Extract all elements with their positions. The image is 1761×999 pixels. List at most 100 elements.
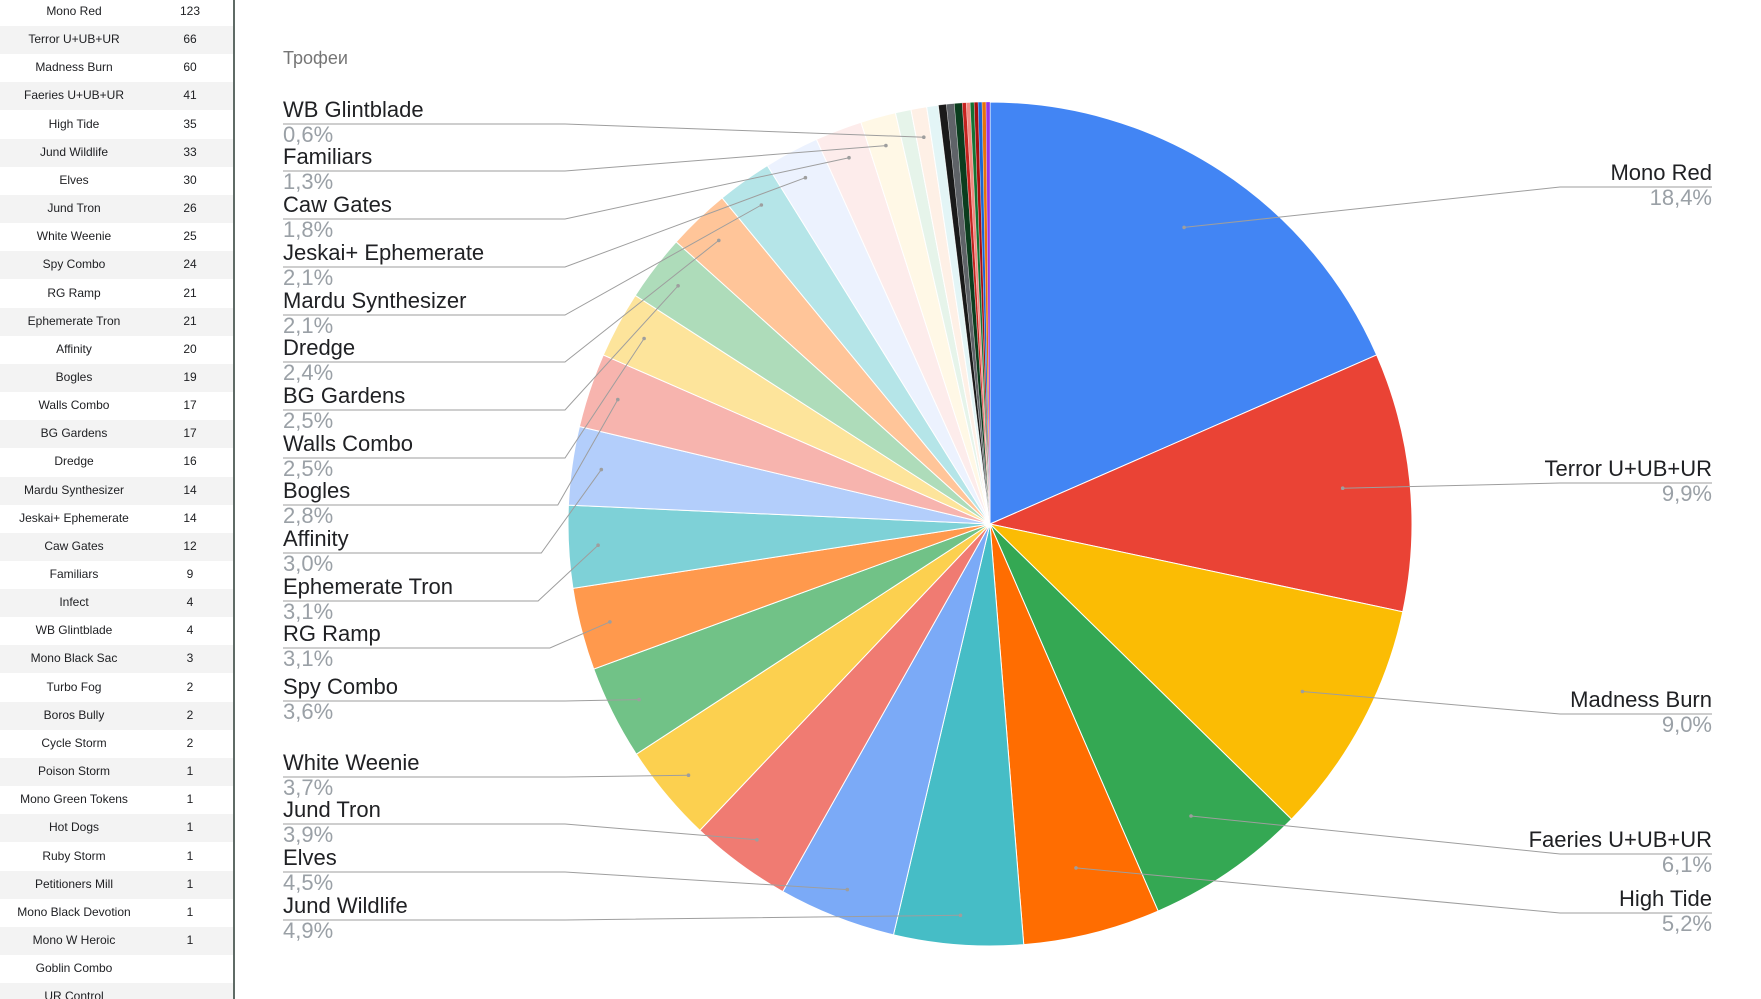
deck-name-cell[interactable]: Mono W Heroic	[32, 932, 116, 947]
table-row[interactable]: Mono W Heroic 1	[0, 926, 233, 955]
trophy-count-cell[interactable]: 4	[186, 595, 194, 610]
table-row[interactable]: BG Gardens 17	[0, 420, 233, 449]
trophy-count-cell[interactable]: 1	[186, 792, 194, 807]
table-row[interactable]: White Weenie 25	[0, 223, 233, 251]
deck-name-cell[interactable]: High Tide	[48, 116, 100, 131]
trophy-count-cell[interactable]: 66	[183, 32, 197, 47]
trophy-count-cell[interactable]: 21	[183, 285, 197, 300]
table-row[interactable]: Jeskai+ Ephemerate 14	[0, 505, 233, 533]
deck-name-cell[interactable]: Terror U+UB+UR	[28, 32, 120, 47]
table-row[interactable]: Elves 30	[0, 167, 233, 195]
table-row[interactable]: Ephemerate Tron 21	[0, 307, 233, 336]
deck-name-cell[interactable]: Turbo Fog	[46, 679, 102, 694]
table-row[interactable]: Mono Black Devotion 1	[0, 899, 233, 927]
pie-slice-mono-w-heroic[interactable]	[985, 101, 991, 525]
table-row[interactable]: Mardu Synthesizer 14	[0, 476, 233, 505]
deck-name-cell[interactable]: Dredge	[54, 454, 94, 469]
table-row[interactable]: Cycle Storm 2	[0, 730, 233, 758]
table-row[interactable]: Mono Green Tokens 1	[0, 786, 233, 814]
trophy-count-cell[interactable]: 1	[186, 820, 194, 835]
trophy-count-cell[interactable]: 2	[186, 707, 194, 722]
deck-name-cell[interactable]: Bogles	[55, 369, 93, 384]
trophy-count-cell[interactable]: 12	[183, 538, 197, 553]
trophy-count-cell[interactable]: 26	[183, 201, 197, 216]
deck-name-cell[interactable]: RG Ramp	[47, 285, 101, 300]
table-row[interactable]: Petitioners Mill 1	[0, 870, 233, 899]
table-row[interactable]: Affinity 20	[0, 336, 233, 364]
table-row[interactable]: Poison Storm 1	[0, 758, 233, 787]
deck-name-cell[interactable]: White Weenie	[36, 229, 112, 244]
trophy-count-cell[interactable]: 1	[186, 764, 194, 779]
trophy-count-cell[interactable]: 41	[183, 88, 197, 103]
pie-slice-terror-u-ub-ur[interactable]	[988, 354, 1413, 613]
trophy-count-cell[interactable]: 2	[186, 679, 194, 694]
trophy-count-cell[interactable]: 16	[183, 454, 197, 469]
table-row[interactable]: Terror U+UB+UR 66	[0, 26, 233, 55]
table-row[interactable]: Caw Gates 12	[0, 532, 233, 561]
deck-name-cell[interactable]: Walls Combo	[38, 398, 110, 413]
table-row[interactable]: RG Ramp 21	[0, 280, 233, 308]
deck-name-cell[interactable]: Mono Black Sac	[30, 651, 118, 666]
trophy-count-cell[interactable]: 19	[183, 369, 197, 384]
table-row[interactable]: Mono Black Sac 3	[0, 645, 233, 674]
table-row[interactable]: Boros Bully 2	[0, 701, 233, 730]
deck-name-cell[interactable]: Mono Green Tokens	[20, 792, 128, 807]
table-row[interactable]: Jund Wildlife 33	[0, 138, 233, 167]
deck-name-cell[interactable]: Affinity	[56, 341, 92, 356]
trophy-count-cell[interactable]: 21	[183, 313, 197, 328]
table-row[interactable]: Faeries U+UB+UR 41	[0, 82, 233, 111]
deck-name-cell[interactable]: Poison Storm	[37, 764, 111, 779]
deck-name-cell[interactable]: Cycle Storm	[41, 735, 107, 750]
deck-name-cell[interactable]: Faeries U+UB+UR	[23, 88, 125, 103]
deck-name-cell[interactable]: Jund Wildlife	[39, 144, 109, 159]
deck-name-cell[interactable]: Ruby Storm	[42, 848, 106, 863]
table-row[interactable]: Walls Combo 17	[0, 392, 233, 420]
table-row[interactable]: Infect 4	[0, 589, 233, 618]
table-row[interactable]: UR Control	[0, 983, 233, 999]
trophy-count-cell[interactable]: 14	[183, 482, 197, 497]
trophy-count-cell[interactable]: 20	[183, 341, 197, 356]
trophy-count-cell[interactable]: 17	[183, 426, 197, 441]
trophy-count-cell[interactable]: 1	[186, 932, 194, 947]
table-row[interactable]: Spy Combo 24	[0, 251, 233, 280]
table-row[interactable]: Bogles 19	[0, 363, 233, 392]
table-row[interactable]: Dredge 16	[0, 448, 233, 476]
pie-slice-high-tide[interactable]	[989, 523, 1159, 946]
trophy-count-cell[interactable]: 123	[179, 4, 201, 18]
trophy-count-cell[interactable]: 3	[186, 651, 194, 666]
deck-name-cell[interactable]: UR Control	[44, 989, 104, 999]
table-row[interactable]: Hot Dogs 1	[0, 814, 233, 843]
table-row[interactable]: Goblin Combo	[0, 955, 233, 983]
table-row[interactable]: Jund Tron 26	[0, 195, 233, 224]
deck-name-cell[interactable]: Ephemerate Tron	[27, 313, 121, 328]
trophy-count-cell[interactable]: 1	[186, 904, 194, 919]
deck-name-cell[interactable]: Mardu Synthesizer	[23, 482, 125, 497]
deck-name-cell[interactable]: Jund Tron	[47, 201, 101, 216]
trophy-count-cell[interactable]: 4	[186, 623, 194, 638]
trophy-count-cell[interactable]: 30	[183, 172, 197, 187]
deck-name-cell[interactable]: Mono Black Devotion	[17, 904, 131, 919]
table-row[interactable]: Mono Red 123	[0, 0, 233, 26]
deck-name-cell[interactable]: Boros Bully	[43, 707, 105, 722]
deck-name-cell[interactable]: Infect	[59, 595, 89, 610]
deck-name-cell[interactable]: Spy Combo	[42, 257, 106, 272]
pie-slice-madness-burn[interactable]	[988, 523, 1404, 820]
trophy-count-cell[interactable]: 9	[186, 567, 194, 581]
deck-name-cell[interactable]: Mono Red	[46, 4, 102, 18]
trophy-count-cell[interactable]: 60	[183, 60, 197, 75]
deck-name-cell[interactable]: Familiars	[49, 567, 99, 581]
deck-name-cell[interactable]: BG Gardens	[40, 426, 108, 441]
deck-name-cell[interactable]: Elves	[59, 172, 89, 187]
deck-name-cell[interactable]: Jeskai+ Ephemerate	[19, 510, 129, 525]
pie-slice-mono-red[interactable]	[989, 101, 1378, 525]
deck-name-cell[interactable]: Caw Gates	[44, 538, 104, 553]
trophy-count-cell[interactable]: 25	[183, 229, 197, 244]
deck-name-cell[interactable]: WB Glintblade	[35, 623, 113, 638]
trophy-count-cell[interactable]: 1	[186, 876, 194, 891]
table-row[interactable]: Turbo Fog 2	[0, 674, 233, 702]
table-row[interactable]: High Tide 35	[0, 111, 233, 139]
table-row[interactable]: Familiars 9	[0, 561, 233, 589]
trophy-count-cell[interactable]: 14	[183, 510, 197, 525]
deck-name-cell[interactable]: Goblin Combo	[35, 961, 113, 976]
table-row[interactable]: Madness Burn 60	[0, 54, 233, 82]
